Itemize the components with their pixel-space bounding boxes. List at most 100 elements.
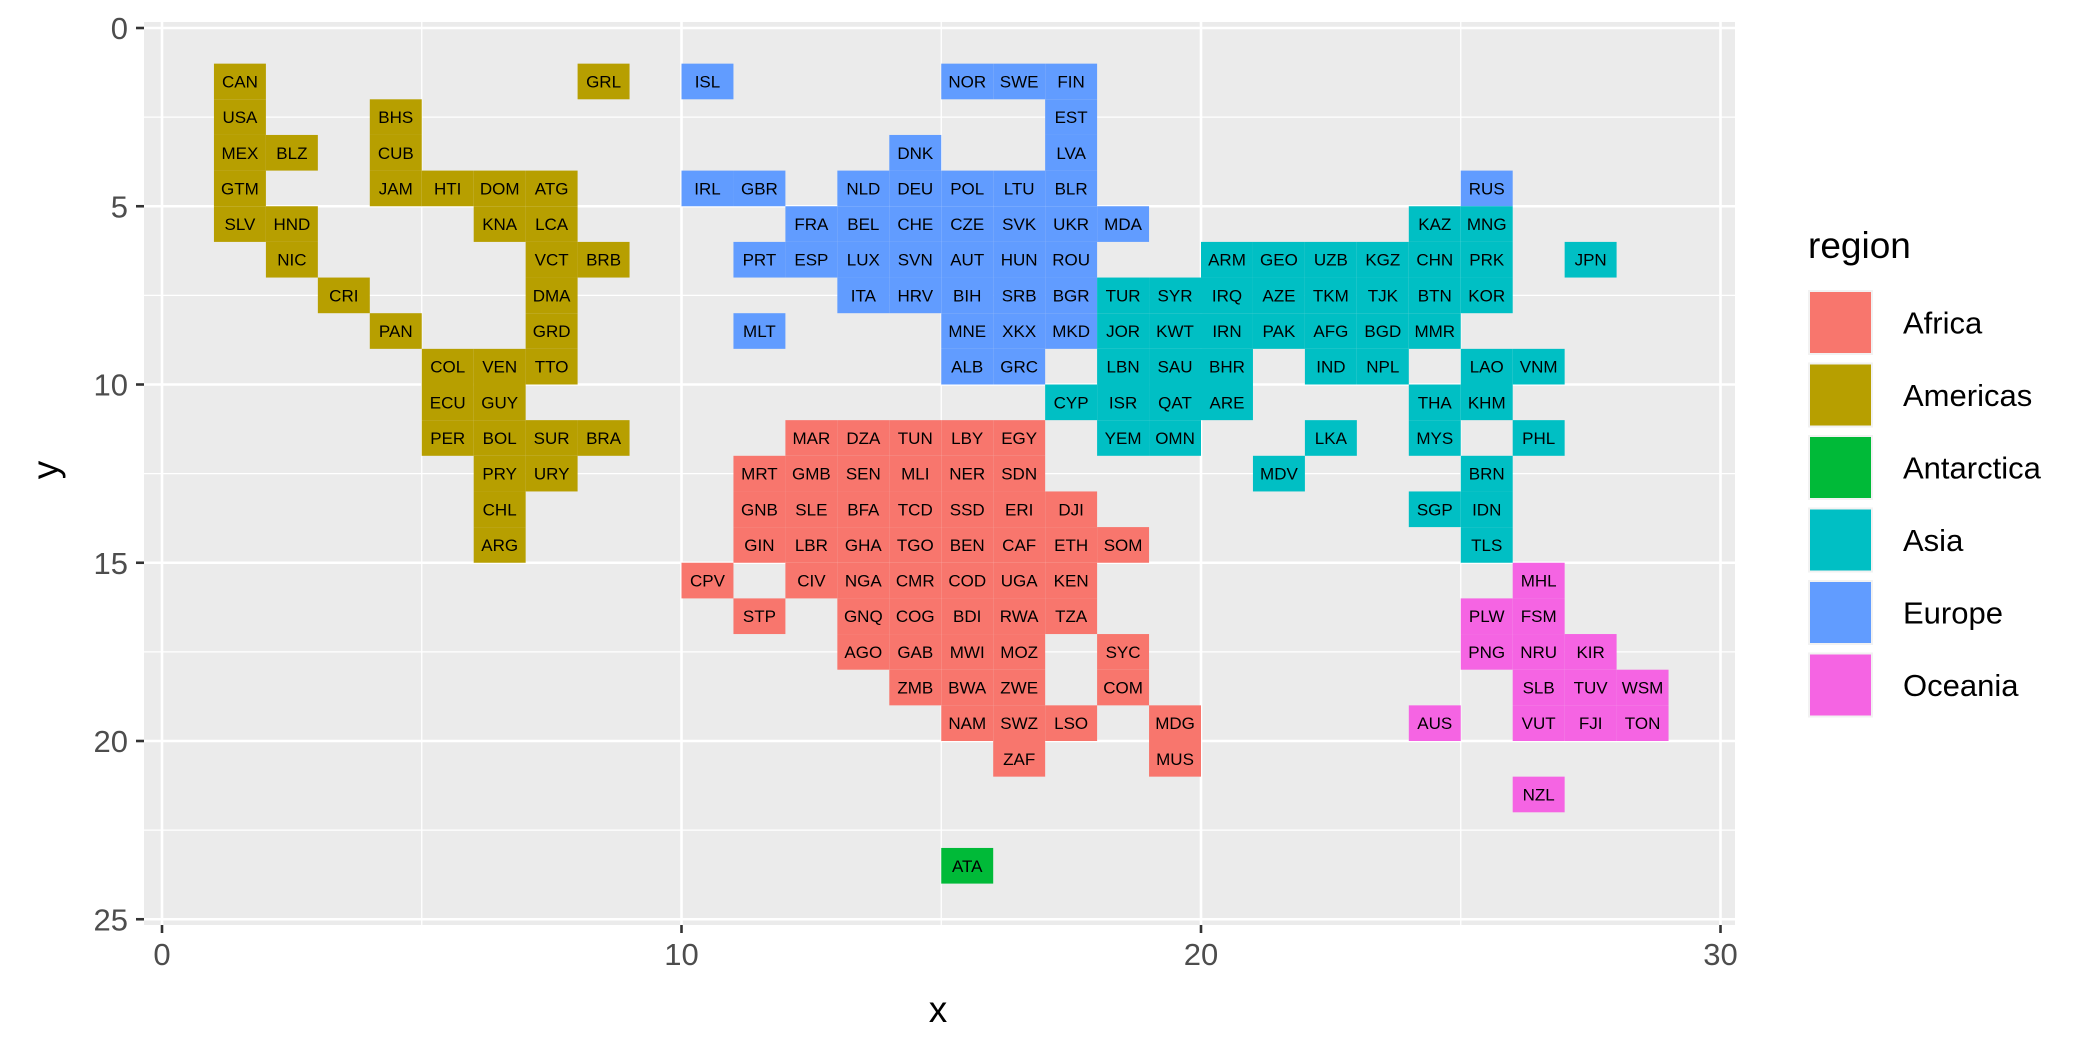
- tile-fra: [785, 206, 838, 242]
- tile-label-prk: PRK: [1469, 251, 1505, 270]
- tile-label-ago: AGO: [844, 643, 882, 662]
- tile-grc: [993, 348, 1046, 385]
- tile-bel: [837, 206, 890, 242]
- tile-blr: [1045, 170, 1098, 207]
- tile-label-eth: ETH: [1054, 536, 1088, 555]
- tile-lka: [1304, 420, 1357, 456]
- tile-label-tjk: TJK: [1368, 286, 1399, 305]
- tile-label-bwa: BWA: [948, 679, 987, 698]
- tile-egy: [993, 420, 1046, 456]
- tile-label-mda: MDA: [1104, 215, 1142, 234]
- tile-label-fra: FRA: [794, 215, 829, 234]
- tile-label-tha: THA: [1418, 393, 1453, 412]
- tile-mdg: [1149, 705, 1201, 741]
- tile-label-ind: IND: [1316, 358, 1345, 377]
- legend: region Africa Americas Antarctica Asia Europ…: [1808, 225, 2042, 718]
- tile-stp: [733, 598, 786, 635]
- tile-label-dnk: DNK: [897, 144, 934, 163]
- tile-brb: [577, 241, 630, 278]
- tile-label-kna: KNA: [482, 215, 518, 234]
- tile-com: [1097, 669, 1150, 706]
- tile-hnd: [265, 206, 318, 242]
- tile-label-isr: ISR: [1109, 393, 1137, 412]
- tile-label-svn: SVN: [898, 251, 933, 270]
- tile-label-grc: GRC: [1000, 358, 1038, 377]
- tile-label-moz: MOZ: [1000, 643, 1038, 662]
- tile-plw: [1460, 598, 1513, 635]
- tile-label-arm: ARM: [1208, 251, 1246, 270]
- tile-label-usa: USA: [222, 108, 258, 127]
- tile-label-kir: KIR: [1576, 643, 1604, 662]
- tile-jam: [369, 170, 422, 207]
- tile-label-plw: PLW: [1469, 607, 1505, 626]
- tile-mda: [1097, 206, 1150, 242]
- tile-idn: [1460, 491, 1513, 528]
- tile-label-hti: HTI: [434, 179, 461, 198]
- tile-label-tza: TZA: [1055, 607, 1088, 626]
- tile-kor: [1460, 277, 1513, 314]
- tile-label-bol: BOL: [483, 429, 517, 448]
- tile-arg: [473, 527, 526, 563]
- tile-label-cri: CRI: [329, 286, 358, 305]
- tile-label-per: PER: [430, 429, 465, 448]
- tile-jor: [1097, 313, 1150, 349]
- tile-label-lux: LUX: [847, 251, 880, 270]
- tile-png: [1460, 634, 1513, 670]
- tile-est: [1045, 99, 1098, 135]
- tile-mus: [1149, 741, 1201, 777]
- tile-zaf: [993, 741, 1046, 777]
- tile-gnq: [837, 598, 890, 635]
- tile-are: [1201, 384, 1253, 421]
- tile-label-blr: BLR: [1055, 179, 1088, 198]
- tile-alb: [941, 348, 994, 385]
- tile-tha: [1408, 384, 1461, 421]
- tile-lva: [1045, 134, 1098, 171]
- tile-label-bgd: BGD: [1364, 322, 1401, 341]
- tile-label-gnb: GNB: [741, 500, 778, 519]
- tile-label-cmr: CMR: [896, 572, 935, 591]
- tile-sen: [837, 455, 890, 492]
- tile-cpv: [681, 562, 734, 599]
- tile-label-lbr: LBR: [795, 536, 828, 555]
- tile-label-aze: AZE: [1262, 286, 1295, 305]
- tile-pry: [473, 455, 526, 492]
- tile-label-kor: KOR: [1468, 286, 1505, 305]
- tile-label-bel: BEL: [847, 215, 879, 234]
- tile-label-chl: CHL: [483, 500, 517, 519]
- tile-cod: [941, 562, 994, 599]
- tile-label-swz: SWZ: [1000, 714, 1038, 733]
- tile-label-tcd: TCD: [898, 500, 933, 519]
- tile-label-lby: LBY: [951, 429, 983, 448]
- tile-label-irn: IRN: [1212, 322, 1241, 341]
- tile-label-caf: CAF: [1002, 536, 1036, 555]
- tile-npl: [1356, 348, 1409, 385]
- tile-label-tgo: TGO: [897, 536, 934, 555]
- legend-swatch-antarctica: [1810, 437, 1871, 498]
- tile-label-mlt: MLT: [743, 322, 776, 341]
- tile-label-col: COL: [430, 358, 465, 377]
- legend-label-americas: Americas: [1903, 378, 2032, 413]
- tile-label-mdg: MDG: [1155, 714, 1195, 733]
- tile-label-kwt: KWT: [1156, 322, 1194, 341]
- y-tick-label: 25: [94, 902, 128, 937]
- tile-label-isl: ISL: [695, 72, 721, 91]
- tile-label-kgz: KGZ: [1365, 251, 1400, 270]
- tile-label-can: CAN: [222, 72, 258, 91]
- x-axis-title: x: [929, 989, 948, 1030]
- tile-label-gtm: GTM: [221, 179, 259, 198]
- tile-ata: [941, 847, 994, 884]
- tile-irq: [1201, 277, 1253, 314]
- tile-label-sur: SUR: [534, 429, 570, 448]
- tile-label-rwa: RWA: [1000, 607, 1039, 626]
- tile-rwa: [993, 598, 1046, 635]
- tile-vnm: [1512, 348, 1565, 385]
- tile-label-qat: QAT: [1158, 393, 1192, 412]
- tile-nld: [837, 170, 890, 207]
- tile-vct: [525, 241, 578, 278]
- tile-label-gmb: GMB: [792, 465, 831, 484]
- tile-syc: [1097, 634, 1150, 670]
- tile-label-cub: CUB: [378, 144, 414, 163]
- tile-label-ecu: ECU: [430, 393, 466, 412]
- tile-label-gab: GAB: [897, 643, 933, 662]
- tile-labels-layer: CAN GRL USA BHS MEX BLZ CUB GTM JAM HTI DOM ATG SLV H…: [221, 72, 1663, 875]
